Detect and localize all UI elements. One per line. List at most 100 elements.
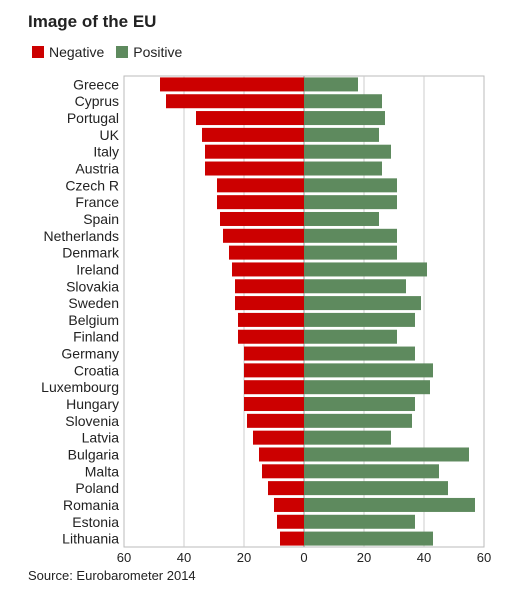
positive-bar [304,144,391,159]
positive-bar [304,127,379,142]
negative-bar [280,531,304,546]
negative-bar [259,447,304,462]
negative-bar [277,514,304,529]
category-label: Malta [85,463,119,479]
x-tick-label: 20 [237,550,251,565]
chart-title: Image of the EU [28,12,157,31]
positive-bar [304,178,397,193]
negative-bar [262,464,304,479]
negative-bar [235,279,304,294]
category-label: Sweden [68,295,119,311]
positive-bar [304,531,433,546]
negative-bar [247,413,304,428]
negative-bar [217,195,304,210]
legend-item-positive: Positive [116,44,182,60]
positive-bar [304,228,397,243]
negative-swatch [32,46,44,58]
negative-bar [220,211,304,226]
negative-bar [238,312,304,327]
legend: Negative Positive [32,44,194,60]
positive-bar [304,211,379,226]
category-label: Ireland [76,261,119,277]
legend-item-negative: Negative [32,44,104,60]
category-label: Czech R [65,177,119,193]
negative-bar [268,481,304,496]
positive-bar [304,312,415,327]
x-tick-label: 0 [300,550,307,565]
category-label: Italy [93,144,119,160]
negative-bar [160,77,304,92]
negative-bar [232,262,304,277]
positive-bar [304,245,397,260]
positive-bar [304,497,475,512]
category-label: Bulgaria [68,446,120,462]
positive-bar [304,430,391,445]
positive-bar [304,380,430,395]
negative-bar [229,245,304,260]
category-label: Denmark [62,245,120,261]
category-label: Croatia [74,362,119,378]
category-label: Austria [75,161,119,177]
category-label: Finland [73,329,119,345]
category-label: Netherlands [44,228,120,244]
negative-bar [244,380,304,395]
category-label: Belgium [68,312,119,328]
positive-bar [304,279,406,294]
category-label: Spain [83,211,119,227]
category-label: Slovenia [65,413,119,429]
negative-bar [274,497,304,512]
category-label: UK [100,127,120,143]
category-label: Slovakia [66,278,119,294]
positive-bar [304,413,412,428]
x-tick-label: 20 [357,550,371,565]
positive-bar [304,77,358,92]
x-tick-label: 60 [117,550,131,565]
source-note: Source: Eurobarometer 2014 [28,568,196,583]
negative-bar [244,363,304,378]
positive-bar [304,262,427,277]
positive-bar [304,481,448,496]
category-label: Cyprus [75,93,119,109]
negative-bar [253,430,304,445]
negative-bar [223,228,304,243]
positive-bar [304,346,415,361]
legend-label-positive: Positive [133,44,183,60]
positive-swatch [116,46,129,58]
negative-bar [238,329,304,344]
positive-bar [304,514,415,529]
positive-bar [304,363,433,378]
positive-bar [304,464,439,479]
category-label: Poland [75,480,119,496]
positive-bar [304,296,421,311]
negative-bar [235,296,304,311]
positive-bar [304,397,415,412]
negative-bar [205,161,304,176]
legend-label-negative: Negative [49,44,105,60]
category-label: Latvia [82,430,120,446]
category-label: Germany [61,346,119,362]
category-label: Portugal [67,110,119,126]
negative-bar [244,346,304,361]
category-label: Luxembourg [41,379,119,395]
category-label: Greece [73,76,119,92]
negative-bar [202,127,304,142]
negative-bar [244,397,304,412]
negative-bar [217,178,304,193]
category-label: Lithuania [62,531,119,547]
x-tick-label: 40 [177,550,191,565]
positive-bar [304,161,382,176]
x-tick-label: 60 [477,550,491,565]
positive-bar [304,329,397,344]
positive-bar [304,94,382,109]
category-label: Hungary [66,396,119,412]
negative-bar [196,111,304,126]
negative-bar [166,94,304,109]
positive-bar [304,111,385,126]
category-label: Romania [63,497,119,513]
x-tick-label: 40 [417,550,431,565]
category-label: France [75,194,119,210]
positive-bar [304,447,469,462]
positive-bar [304,195,397,210]
negative-bar [205,144,304,159]
